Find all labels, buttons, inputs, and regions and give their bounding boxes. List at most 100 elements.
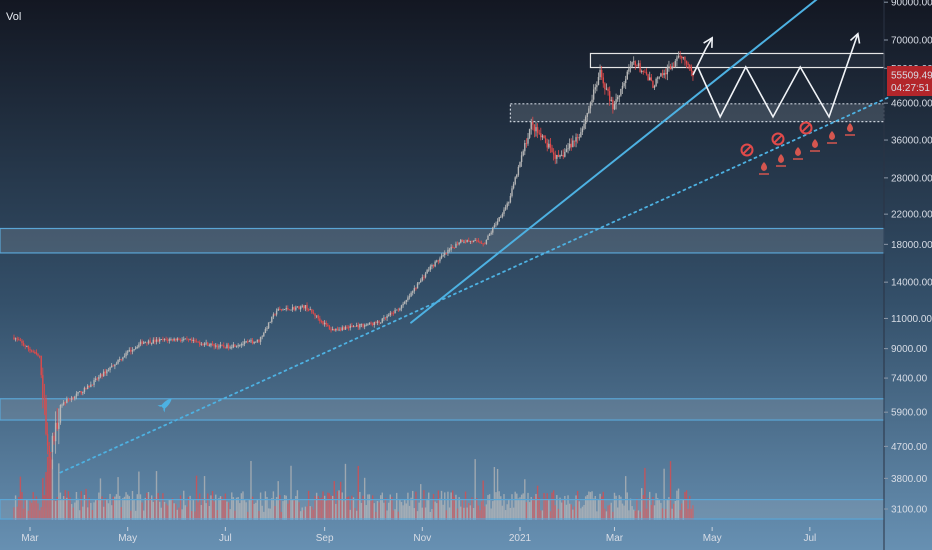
candle-body (168, 339, 171, 341)
candle-body (673, 66, 675, 68)
candle-body (363, 325, 366, 327)
y-tick-label: 18000.00 (891, 240, 932, 251)
volume-bar (250, 460, 252, 520)
y-tick-label: 7400.00 (891, 374, 928, 385)
volume-bar (546, 493, 548, 520)
candle-body (325, 322, 327, 325)
candle-body (570, 143, 572, 148)
volume-bar (466, 507, 468, 520)
candle-body (37, 354, 39, 356)
volume-bar (287, 503, 289, 520)
volume-bar (495, 492, 497, 520)
candle-body (344, 326, 347, 330)
candle-body (312, 312, 315, 314)
candle-body (498, 217, 500, 222)
candle-body (67, 399, 70, 401)
volume-bar (562, 499, 564, 520)
last-price-box (887, 66, 932, 96)
volume-bar (69, 497, 71, 520)
last-price-value: 55509.49 (891, 71, 932, 82)
candle-body (155, 339, 158, 342)
volume-bar (429, 511, 432, 520)
volume-bar (387, 502, 390, 520)
candle-body (685, 60, 688, 64)
candle-body (54, 422, 57, 442)
volume-bar (315, 492, 318, 520)
candle-body (18, 339, 20, 341)
volume-bar (663, 468, 665, 520)
volume-bar (506, 504, 508, 520)
y-tick-label: 3800.00 (891, 474, 928, 485)
candle-body (652, 80, 654, 88)
candle-body (532, 121, 534, 125)
candle-body (75, 393, 78, 397)
candle-body (184, 338, 187, 340)
candle-body (399, 308, 401, 311)
volume-bar (269, 508, 271, 520)
volume-bar (642, 495, 645, 520)
volume-bar (110, 505, 113, 520)
volume-bar (554, 505, 556, 520)
volume-bar (639, 511, 641, 520)
candle-body (139, 341, 142, 345)
volume-bar (461, 499, 464, 520)
candle-body (210, 343, 212, 346)
volume-bar (279, 495, 281, 520)
candle-body (461, 239, 464, 242)
volume-bar (107, 503, 110, 520)
volume-bar (293, 500, 295, 520)
volume-bar (530, 496, 532, 520)
volume-bar (134, 510, 137, 520)
volume-bar (50, 457, 52, 520)
volume-bar (500, 496, 502, 520)
candle-body (250, 340, 252, 342)
candle-body (676, 57, 678, 61)
volume-bar (216, 510, 219, 520)
volume-bar (146, 492, 148, 520)
candle-body (162, 339, 164, 340)
candle-body (202, 343, 204, 345)
candle-body (349, 325, 351, 328)
volume-bar (583, 505, 585, 520)
volume-bar (264, 491, 267, 520)
volume-bar (456, 508, 459, 520)
candle-body (412, 291, 414, 293)
volume-bar (391, 496, 393, 520)
volume-bar (32, 492, 34, 520)
volume-bar (584, 496, 587, 520)
x-tick-label: Sep (316, 533, 334, 544)
volume-bar (149, 497, 151, 520)
candle-body (357, 325, 359, 328)
candle-body (594, 87, 596, 90)
volume-bar (322, 491, 324, 520)
volume-bar (685, 490, 688, 520)
candle-body (154, 339, 156, 342)
last-price-label: 55509.49 04:27:51 (887, 66, 932, 96)
candle-body (109, 367, 111, 370)
volume-bar (624, 476, 627, 520)
candle-body (255, 341, 257, 343)
candle-body (50, 451, 52, 453)
candle-body (436, 260, 438, 262)
candle-body (477, 240, 480, 243)
candle-body (58, 422, 60, 429)
candle-body (525, 143, 528, 144)
volume-bar (528, 502, 531, 520)
volume-bar (640, 488, 643, 520)
volume-bar (202, 498, 204, 520)
candle-body (271, 316, 273, 323)
volume-bar (551, 492, 553, 520)
candles (13, 50, 694, 470)
candle-body (136, 347, 138, 348)
volume-bar (540, 510, 542, 520)
volume-bar (114, 496, 116, 520)
volume-bar (487, 495, 489, 520)
volume-bar (608, 504, 611, 520)
time-axis[interactable]: Mar May Jul Sep Nov 2021 Mar May Jul (21, 527, 816, 544)
candle-body (263, 333, 265, 337)
volume-bar (208, 506, 211, 520)
volume-bar (408, 505, 411, 520)
candle-body (253, 341, 255, 344)
volume-bar (301, 507, 303, 520)
